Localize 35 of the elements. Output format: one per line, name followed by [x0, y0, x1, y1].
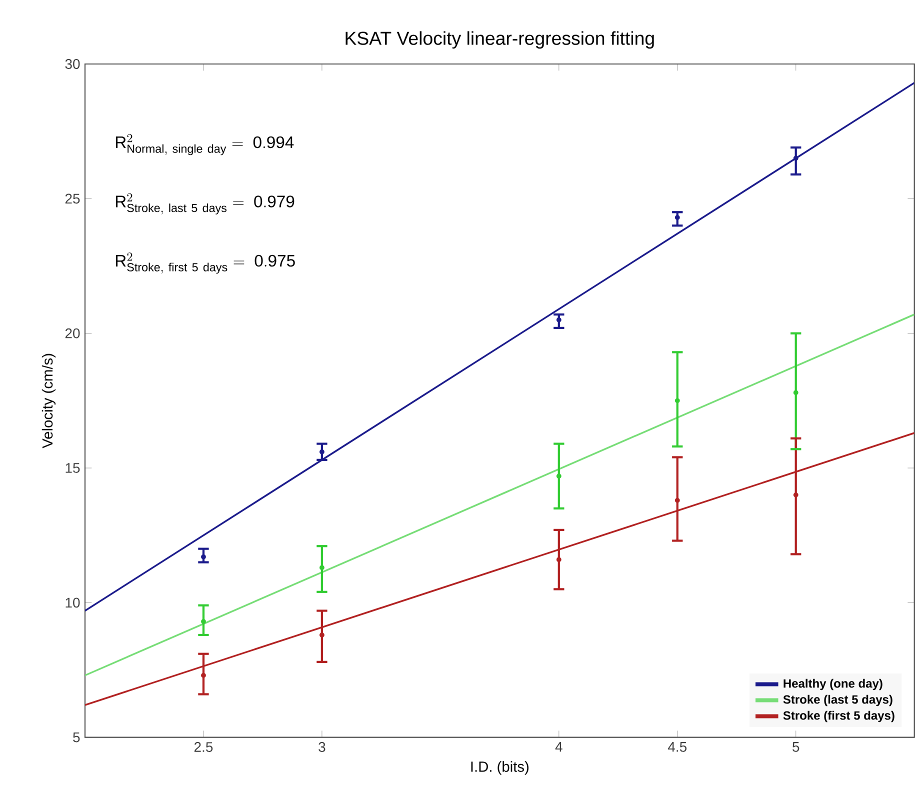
annotation: $\mathrm{R}^{2}_{\mathrm{Stroke,\ last\ 5\ days}}\ \mathrm{=\ 0.979}$ — [116, 193, 294, 214]
point — [319, 449, 324, 454]
point — [201, 619, 206, 624]
point — [201, 672, 206, 678]
point — [556, 317, 562, 322]
point — [793, 492, 798, 498]
legend-label: Stroke (first 5 days) — [783, 710, 894, 722]
point — [674, 215, 680, 220]
point — [674, 398, 680, 404]
point — [793, 390, 798, 396]
y-tick-label: 5 — [73, 732, 80, 742]
annotation: $\mathrm{R}^{2}_{\mathrm{Stroke,\ first\ 5\ days}}\ \mathrm{=\ 0.975}$ — [116, 252, 295, 274]
x-tick-label: 5 — [792, 742, 800, 752]
x-tick-label: 3 — [318, 742, 326, 752]
y-tick-label: 15 — [66, 463, 80, 473]
point — [674, 498, 680, 503]
chart-title: KSAT Velocity linear-regression fitting — [346, 31, 654, 49]
point — [556, 474, 562, 479]
y-axis-title: Velocity (cm/s) — [42, 354, 56, 448]
x-tick-label: 4 — [555, 742, 562, 752]
y-tick-label: 30 — [65, 59, 80, 69]
y-tick-label: 10 — [66, 598, 80, 608]
x-tick-label: 2.5 — [194, 742, 213, 752]
point — [201, 554, 206, 560]
x-tick-label: 4.5 — [668, 742, 687, 752]
legend-label: Stroke (last 5 days) — [783, 694, 892, 706]
point — [556, 557, 562, 562]
x-axis-title: I.D. (bits) — [471, 761, 528, 775]
point — [793, 156, 798, 161]
point — [319, 632, 324, 638]
legend-label: Healthy (one day) — [784, 678, 882, 690]
annotation: $\mathrm{R}^{2}_{\mathrm{Normal,\ single\ day}}\ \mathrm{=\ 0.994}$ — [116, 134, 294, 156]
y-tick-label: 25 — [65, 194, 80, 204]
point — [319, 565, 324, 570]
y-tick-label: 20 — [65, 328, 80, 338]
